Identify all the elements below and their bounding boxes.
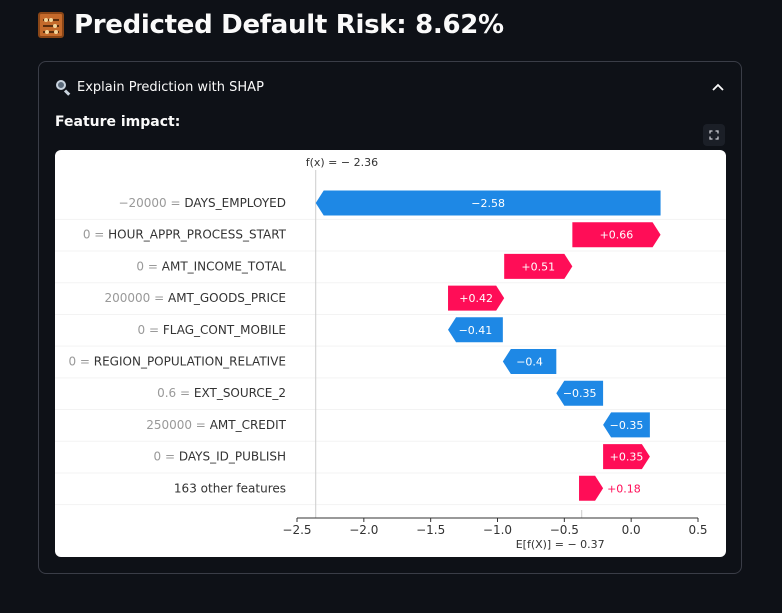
feature-label: 0 = FLAG_CONT_MOBILE — [138, 323, 286, 337]
chevron-up-icon[interactable] — [711, 80, 725, 94]
shap-value-label: +0.51 — [521, 260, 555, 273]
shap-bar — [572, 222, 661, 248]
shap-bar — [504, 253, 573, 279]
feature-impact-label: Feature impact: — [55, 114, 181, 130]
shap-bar — [502, 349, 557, 374]
x-tick-label: −1.0 — [483, 523, 512, 537]
feature-label: 0 = REGION_POPULATION_RELATIVE — [68, 355, 286, 369]
shap-value-label: +0.35 — [610, 451, 644, 464]
shap-value-label: −0.35 — [563, 387, 597, 400]
shap-value-label: +0.66 — [600, 229, 634, 242]
feature-label: 0.6 = EXT_SOURCE_2 — [157, 386, 286, 400]
x-tick-label: −1.5 — [416, 523, 445, 537]
shap-bar — [448, 317, 503, 343]
shap-bar — [448, 285, 505, 311]
feature-label: 163 other features — [174, 481, 286, 495]
magnifier-icon — [55, 79, 71, 96]
feature-label: 200000 = AMT_GOODS_PRICE — [104, 291, 286, 305]
fullscreen-icon[interactable] — [703, 124, 725, 146]
shap-bar — [556, 380, 604, 406]
shap-value-label: −2.58 — [471, 197, 505, 210]
efx-label: E[f(X)] = − 0.37 — [516, 538, 605, 551]
shap-value-label: +0.42 — [459, 292, 493, 305]
feature-label: −20000 = DAYS_EMPLOYED — [118, 196, 286, 210]
shap-value-label: −0.41 — [459, 324, 493, 337]
shap-waterfall-chart: f(x) = − 2.36 −2.58 −20000 = DAYS_EMPLOYED… — [55, 156, 726, 551]
shap-bar — [603, 444, 650, 470]
feature-label: 0 = HOUR_APPR_PROCESS_START — [83, 228, 287, 242]
shap-bar — [603, 412, 650, 438]
x-tick-label: −2.5 — [282, 523, 311, 537]
shap-bar — [579, 475, 604, 501]
shap-value-label: −0.35 — [610, 419, 644, 432]
x-tick-label: 0.0 — [622, 523, 641, 537]
shap-bar — [315, 190, 661, 216]
x-tick-label: −2.0 — [349, 523, 378, 537]
x-tick-label: 0.5 — [688, 523, 707, 537]
shap-waterfall-plot: f(x) = − 2.36 −2.58 −20000 = DAYS_EMPLOYED… — [55, 150, 726, 557]
shap-value-label: +0.18 — [607, 482, 641, 495]
fx-label: f(x) = − 2.36 — [306, 156, 378, 169]
feature-label: 250000 = AMT_CREDIT — [146, 418, 286, 432]
expander-header[interactable]: Explain Prediction with SHAP — [55, 76, 725, 98]
shap-expander: Explain Prediction with SHAP Feature imp… — [38, 61, 742, 574]
page-title-row: Predicted Default Risk: 8.62% — [38, 10, 504, 40]
shap-value-label: −0.4 — [516, 356, 543, 369]
feature-label: 0 = AMT_INCOME_TOTAL — [136, 259, 286, 273]
feature-label: 0 = DAYS_ID_PUBLISH — [154, 450, 286, 464]
expander-label: Explain Prediction with SHAP — [77, 79, 264, 95]
x-tick-label: −0.5 — [550, 523, 579, 537]
page-title: Predicted Default Risk: 8.62% — [74, 10, 504, 40]
abacus-icon — [38, 12, 64, 38]
